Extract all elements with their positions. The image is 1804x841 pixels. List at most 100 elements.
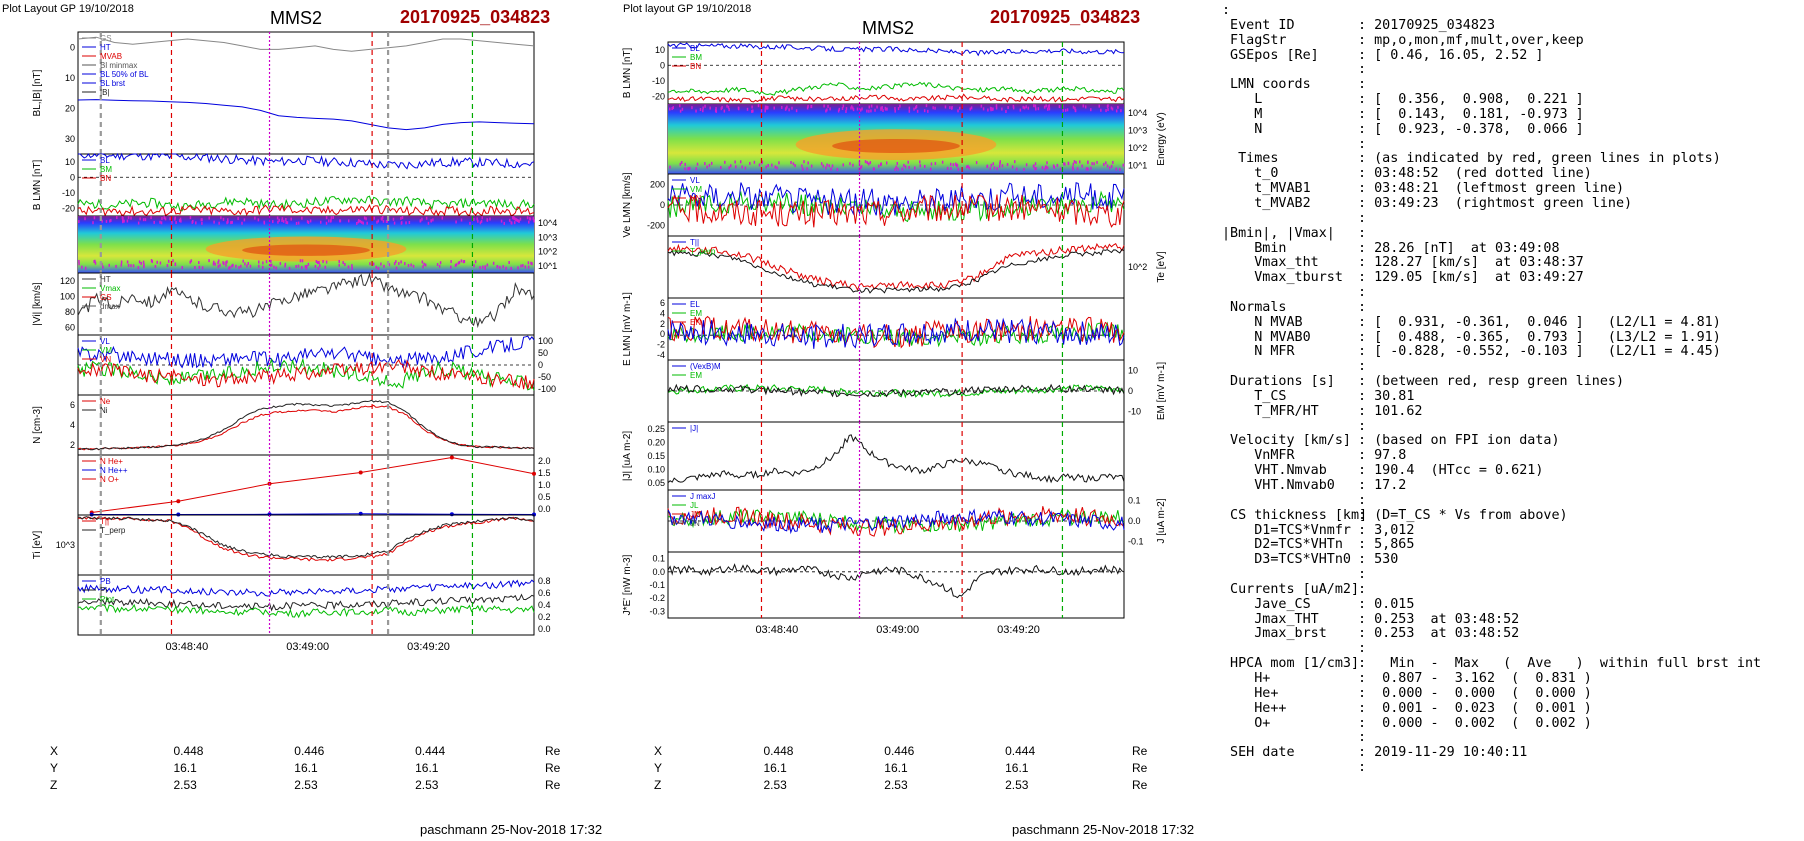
heatmap-noise	[319, 220, 322, 224]
tick-label: 0.1	[1128, 495, 1141, 505]
heatmap-noise	[934, 161, 937, 165]
heatmap-noise	[820, 162, 823, 166]
heatmap-noise	[1087, 167, 1089, 171]
info-line: N MVAB: [ 0.931, -0.361, 0.046 ] (L2/L1 …	[1222, 315, 1761, 331]
heatmap-noise	[261, 265, 264, 269]
heatmap-noise	[421, 260, 424, 264]
heatmap-noise	[412, 264, 415, 268]
heatmap-noise	[795, 109, 798, 113]
heatmap-noise	[995, 104, 998, 108]
heatmap-noise	[357, 220, 360, 224]
heatmap-noise	[240, 264, 242, 268]
tick-label: 0.2	[538, 612, 551, 622]
heatmap-noise	[838, 107, 841, 111]
heatmap-noise	[338, 263, 340, 267]
heatmap-noise	[915, 104, 918, 108]
heatmap-noise	[178, 219, 181, 223]
legend-entry: Bl minmax	[100, 61, 137, 70]
panel-7: 10^3 Ti [eV] T||T_perp	[32, 514, 535, 576]
heatmap-noise	[181, 266, 183, 270]
heatmap-noise	[993, 166, 996, 170]
heatmap-noise	[706, 165, 708, 169]
heatmap-noise	[1072, 167, 1075, 171]
info-key: Jmax_THT	[1222, 611, 1319, 627]
series-line	[667, 509, 1125, 534]
heatmap-noise	[1032, 164, 1035, 168]
heatmap-noise	[919, 164, 922, 168]
info-value: : 17.2	[1358, 478, 1407, 493]
heatmap-noise	[734, 160, 736, 164]
heatmap-noise	[728, 108, 730, 112]
legend-entry: (VexB)M	[690, 362, 721, 371]
heatmap-noise	[1033, 104, 1035, 108]
tick-label: 0	[1128, 386, 1133, 396]
heatmap-noise	[101, 219, 103, 223]
heatmap-noise	[286, 221, 289, 225]
heatmap-noise	[828, 164, 830, 168]
info-key: VHT.Nmvab0	[1222, 478, 1335, 493]
heatmap-noise	[522, 264, 524, 268]
info-value: :	[1358, 641, 1367, 657]
info-key: Currents [uA/m2]	[1222, 581, 1360, 597]
heatmap-noise	[356, 221, 358, 225]
heatmap-noise	[778, 161, 780, 165]
heatmap-noise	[982, 107, 985, 111]
tick-label: 4	[70, 420, 75, 430]
heatmap-noise	[208, 216, 210, 220]
heatmap-noise	[226, 260, 228, 264]
heatmap-noise	[1075, 160, 1077, 164]
heatmap-noise	[366, 221, 368, 225]
legend-entry: JL	[690, 501, 699, 510]
heatmap-noise	[201, 221, 203, 225]
tick-label: 10	[65, 73, 75, 83]
heatmap-noise	[258, 264, 260, 268]
position-row-label: Y	[50, 761, 59, 775]
heatmap-noise	[1072, 105, 1075, 109]
info-line: VnMFR: 97.8	[1222, 448, 1761, 464]
heatmap-noise	[163, 216, 166, 220]
heatmap-noise	[373, 216, 375, 220]
data-point	[176, 499, 181, 504]
series-line	[77, 203, 535, 217]
heatmap-noise	[421, 217, 423, 221]
info-line: :	[1222, 359, 1761, 375]
tick-label: 10^3	[1128, 125, 1147, 135]
heatmap-noise	[739, 160, 742, 164]
heatmap-noise	[776, 166, 778, 170]
position-value: 2.53	[294, 778, 318, 792]
heatmap-noise	[1105, 109, 1107, 113]
info-value: : 0.253 at 03:48:52	[1358, 626, 1520, 642]
info-value: : [ 0.488, -0.365, 0.793 ] (L3/L2 = 1.91…	[1358, 329, 1721, 345]
heatmap-noise	[527, 261, 530, 265]
heatmap-noise	[992, 162, 995, 166]
heatmap-noise	[130, 264, 132, 268]
tick-label: 60	[65, 322, 75, 332]
legend-entry: EM	[690, 309, 702, 318]
heatmap-noise	[143, 263, 145, 267]
heatmap-noise	[480, 219, 483, 223]
info-value: : 0.253 at 03:48:52	[1358, 611, 1520, 627]
tick-label: 0	[660, 329, 665, 339]
position-unit: Re	[1132, 761, 1148, 775]
legend-entry: BL 50% of BL	[100, 70, 149, 79]
heatmap-noise	[764, 109, 766, 113]
heatmap-noise	[1062, 108, 1065, 112]
info-line: LMN coords:	[1222, 77, 1761, 93]
heatmap-noise	[944, 105, 947, 109]
heatmap-noise	[1064, 162, 1066, 166]
heatmap-noise	[115, 264, 117, 268]
info-value: : (based on FPI ion data)	[1358, 433, 1560, 449]
heatmap-noise	[213, 260, 215, 264]
info-value: :	[1358, 418, 1367, 434]
heatmap-noise	[679, 109, 682, 113]
heatmap-noise	[949, 162, 952, 166]
info-key: :	[1222, 3, 1231, 18]
heatmap-noise	[727, 105, 730, 109]
tick-label: -100	[538, 384, 556, 394]
heatmap-noise	[479, 221, 482, 225]
position-value: 0.446	[884, 744, 915, 758]
heatmap-noise	[400, 260, 402, 264]
